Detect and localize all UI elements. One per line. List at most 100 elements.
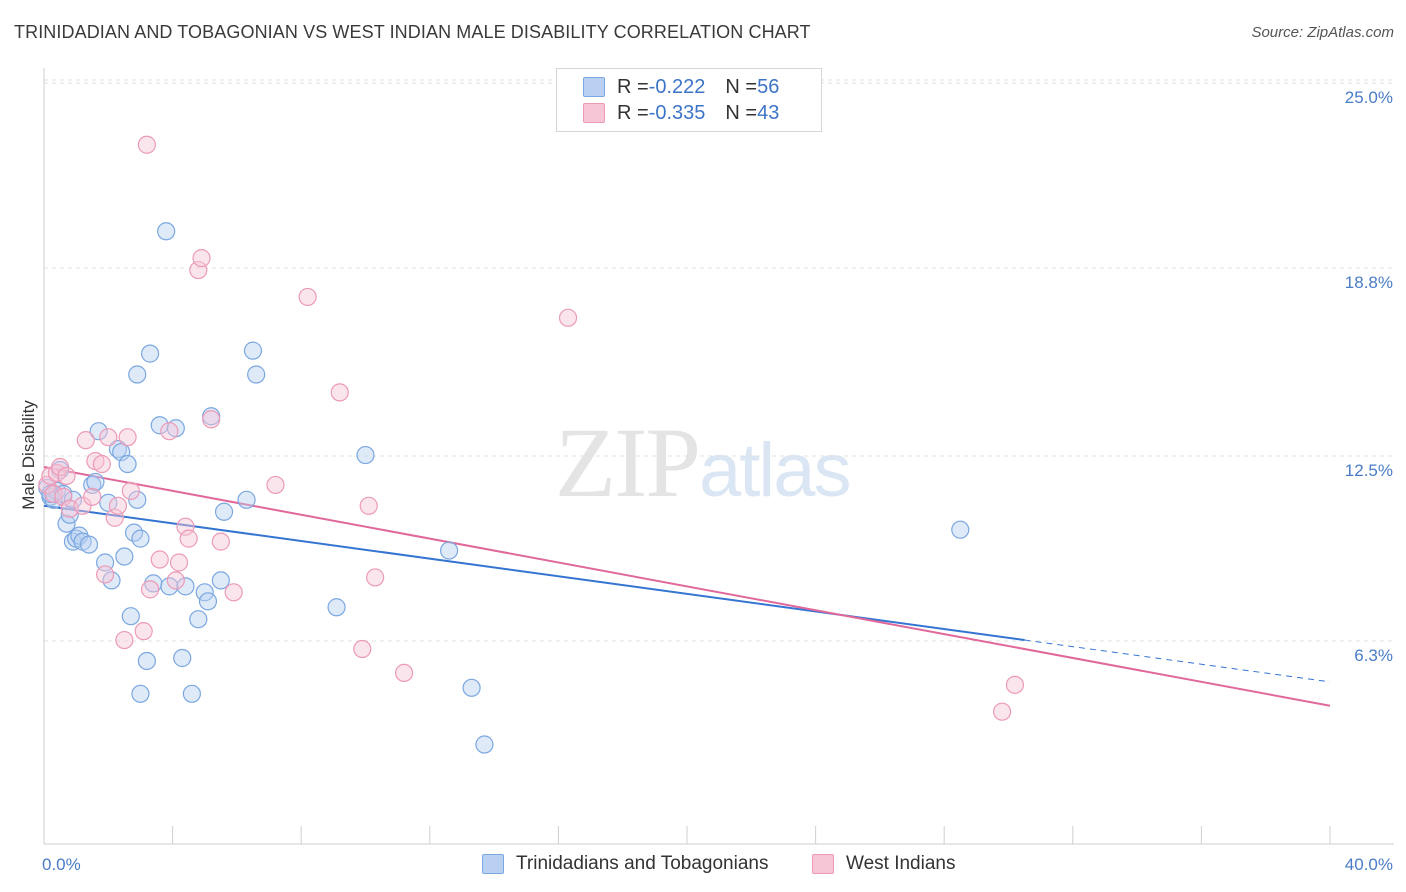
bottom-legend-trinidadian: Trinidadians and Tobagonians [482,852,768,876]
data-point-westindian [108,496,128,515]
data-point-westindian [266,475,285,495]
data-point-trinidadian [131,529,150,548]
data-point-trinidadian [951,520,970,539]
data-point-trinidadian [247,365,266,384]
legend-r-label: R = [617,75,649,98]
axes [43,68,1394,845]
data-point-westindian [118,428,137,447]
data-point-trinidadian [121,607,140,626]
data-point-trinidadian [115,547,134,566]
bottom-legend-westindian: West Indians [812,852,955,876]
watermark-zip: ZIP [555,407,701,518]
data-point-westindian [50,457,70,477]
x-tick-label: 40.0% [1345,855,1393,874]
legend-row-trinidadian: R = -0.222 N = 56 [583,75,779,99]
data-point-westindian [92,454,111,474]
data-point-westindian [192,249,211,268]
data-point-westindian [115,630,134,650]
data-point-westindian [105,508,124,527]
data-point-trinidadian [128,365,147,384]
data-point-trinidadian [60,505,79,524]
data-point-trinidadian [118,454,137,474]
data-points [38,135,1025,754]
data-point-trinidadian [86,472,105,492]
bottom-legend-swatch-trinidadian [482,854,504,874]
data-point-trinidadian [140,344,160,363]
legend-row-westindian: R = -0.335 N = 43 [583,101,779,125]
data-point-trinidadian [79,535,99,554]
data-point-westindian [330,383,349,402]
tick-labels: 6.3% 12.5% 18.8% 25.0% 0.0% 40.0% [42,88,1393,874]
data-point-trinidadian [214,502,234,521]
data-point-westindian [160,422,179,441]
data-point-westindian [176,517,195,536]
data-point-trinidadian [198,592,218,611]
data-point-trinidadian [211,571,230,590]
data-point-trinidadian [89,422,108,441]
y-tick-label: 18.8% [1345,273,1393,292]
data-point-westindian [76,431,95,450]
data-point-trinidadian [176,577,195,596]
y-tick-label: 25.0% [1345,88,1393,107]
data-point-westindian [179,529,198,548]
data-point-westindian [992,702,1012,721]
x-tick-label: 0.0% [42,855,81,874]
data-point-trinidadian [182,684,201,703]
data-point-trinidadian [243,341,263,360]
data-point-westindian [394,663,414,683]
legend-n-value: 43 [757,101,780,124]
legend-swatch-trinidadian [583,77,605,97]
data-point-westindian [224,583,243,602]
trend-line-extension-0 [1024,639,1331,683]
bottom-legend-label-trinidadian: Trinidadians and Tobagonians [516,853,769,874]
data-point-trinidadian [108,440,128,459]
data-point-westindian [166,571,185,590]
data-point-westindian [137,135,156,154]
data-point-trinidadian [439,541,459,560]
data-point-trinidadian [475,735,494,754]
trend-line-1 [43,466,1331,707]
watermark-atlas: atlas [699,428,852,513]
data-point-westindian [298,287,317,307]
data-point-westindian [95,565,115,584]
data-point-westindian [134,622,153,641]
data-point-westindian [359,496,378,515]
bottom-legend-label-westindian: West Indians [846,853,956,874]
chart-title: TRINIDADIAN AND TOBAGONIAN VS WEST INDIA… [14,22,811,42]
data-point-westindian [121,481,140,500]
legend-r-label: R = [617,101,649,124]
legend-n-value: 56 [757,75,780,98]
data-point-trinidadian [189,610,208,629]
data-point-westindian [211,532,230,551]
watermark: ZIPatlas [555,405,852,520]
data-point-trinidadian [131,684,150,703]
data-point-westindian [189,260,208,280]
data-point-trinidadian [137,651,156,671]
legend-r-value: -0.335 [648,101,706,124]
data-point-westindian [83,487,102,506]
data-point-westindian [150,550,169,569]
y-axis-label: Male Disability [19,400,38,510]
source-label: Source: ZipAtlas.com [1251,24,1394,41]
y-tick-label: 6.3% [1354,646,1393,665]
legend-swatch-westindian [583,103,605,123]
legend: R = -0.222 N = 56 R = -0.335 N = 43 [556,68,822,132]
data-point-westindian [558,308,578,327]
legend-n-label: N = [725,101,758,124]
data-point-trinidadian [327,598,346,617]
data-point-westindian [57,466,76,486]
trend-lines [43,466,1331,707]
data-point-westindian [99,428,118,447]
data-point-westindian [202,410,221,429]
data-point-westindian [169,553,189,572]
data-point-westindian [353,639,372,659]
data-point-trinidadian [462,678,481,697]
data-point-trinidadian [356,445,375,465]
y-tick-label: 12.5% [1345,461,1393,480]
legend-n-label: N = [725,75,758,98]
data-point-trinidadian [128,490,147,509]
trend-line-0 [43,504,1025,642]
data-point-westindian [366,568,385,587]
grid-lines [44,79,1394,642]
